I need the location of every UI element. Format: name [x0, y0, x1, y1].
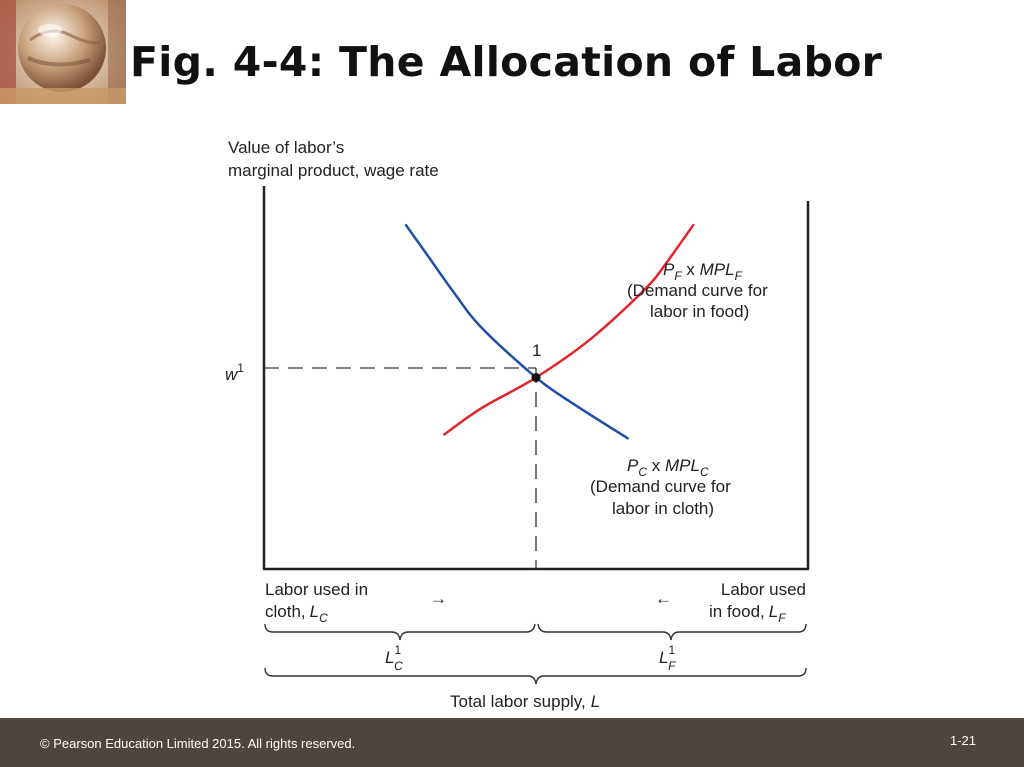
cloth-curve-desc-line1: (Demand curve for — [590, 477, 731, 496]
brace-cloth — [264, 623, 536, 641]
wage-label-sup: 1 — [237, 361, 244, 375]
brace-food — [537, 623, 807, 641]
cloth-curve-label: PC x MPLC — [627, 456, 709, 479]
food-curve-p: P — [663, 260, 675, 279]
equilibrium-point — [531, 373, 541, 382]
cloth-curve-desc-line2: labor in cloth) — [612, 499, 714, 518]
lf1-var: L — [659, 648, 668, 667]
food-curve-p-sub: F — [674, 269, 682, 283]
cloth-curve-mpl: MPL — [665, 456, 700, 475]
wage-label-w: w — [225, 365, 239, 384]
brace-total — [264, 667, 807, 685]
x-axis-label-var: L — [591, 692, 600, 711]
food-labor-label-line1: Labor used — [721, 580, 806, 599]
food-curve-label: PF x MPLF — [663, 260, 743, 283]
equilibrium-label: 1 — [532, 341, 541, 360]
lc1-sup: 1 — [394, 643, 401, 657]
y-axis-label-line1: Value of labor’s — [228, 138, 344, 157]
cloth-labor-label-line2: cloth, LC — [265, 602, 328, 625]
x-axis-label-text: Total labor supply, — [450, 692, 586, 711]
lc1-var: L — [385, 648, 394, 667]
cloth-curve-p-sub: C — [638, 465, 647, 479]
lf1-sup: 1 — [668, 643, 675, 657]
lc1-sub: C — [394, 659, 403, 673]
slide-title: Fig. 4-4: The Allocation of Labor — [130, 38, 883, 86]
food-curve-desc-line2: labor in food) — [650, 302, 749, 321]
x-axis-label: Total labor supply, L — [450, 692, 600, 711]
food-curve-x: x — [682, 260, 700, 279]
lc1-label: L1 C — [385, 643, 403, 673]
lf1-sub: F — [668, 659, 676, 673]
y-axis-label-line2: marginal product, wage rate — [228, 161, 439, 180]
lf1-label: L1 F — [659, 643, 676, 673]
cloth-labor-label-line1: Labor used in — [265, 580, 368, 599]
food-demand-curve — [442, 223, 695, 437]
food-curve-desc-line1: (Demand curve for — [627, 281, 768, 300]
food-curve-mpl-sub: F — [735, 269, 743, 283]
cloth-labor-word: cloth, — [265, 602, 306, 621]
food-labor-word: in food, — [709, 602, 765, 621]
cloth-labor-sub: C — [319, 611, 328, 625]
cloth-curve-p: P — [627, 456, 639, 475]
food-labor-sub: F — [778, 611, 786, 625]
food-curve-mpl: MPL — [700, 260, 735, 279]
cloth-demand-curve — [404, 223, 630, 440]
cloth-curve-mpl-sub: C — [700, 465, 709, 479]
slide-number: 1-21 — [949, 733, 976, 748]
right-arrow: → — [430, 589, 447, 608]
cloth-curve-x: x — [647, 456, 665, 475]
left-arrow: ← — [655, 589, 672, 608]
copyright-text: © Pearson Education Limited 2015. All ri… — [40, 736, 356, 751]
cloth-labor-var: L — [310, 602, 319, 621]
food-labor-label-line2: in food, LF — [709, 602, 786, 625]
slide-footer: © Pearson Education Limited 2015. All ri… — [0, 718, 1024, 767]
allocation-of-labor-chart: Value of labor’s marginal product, wage … — [225, 138, 810, 711]
demand-curves — [404, 223, 695, 440]
wage-label: w1 — [225, 361, 244, 384]
food-labor-var: L — [769, 602, 778, 621]
globe-logo — [0, 0, 126, 104]
